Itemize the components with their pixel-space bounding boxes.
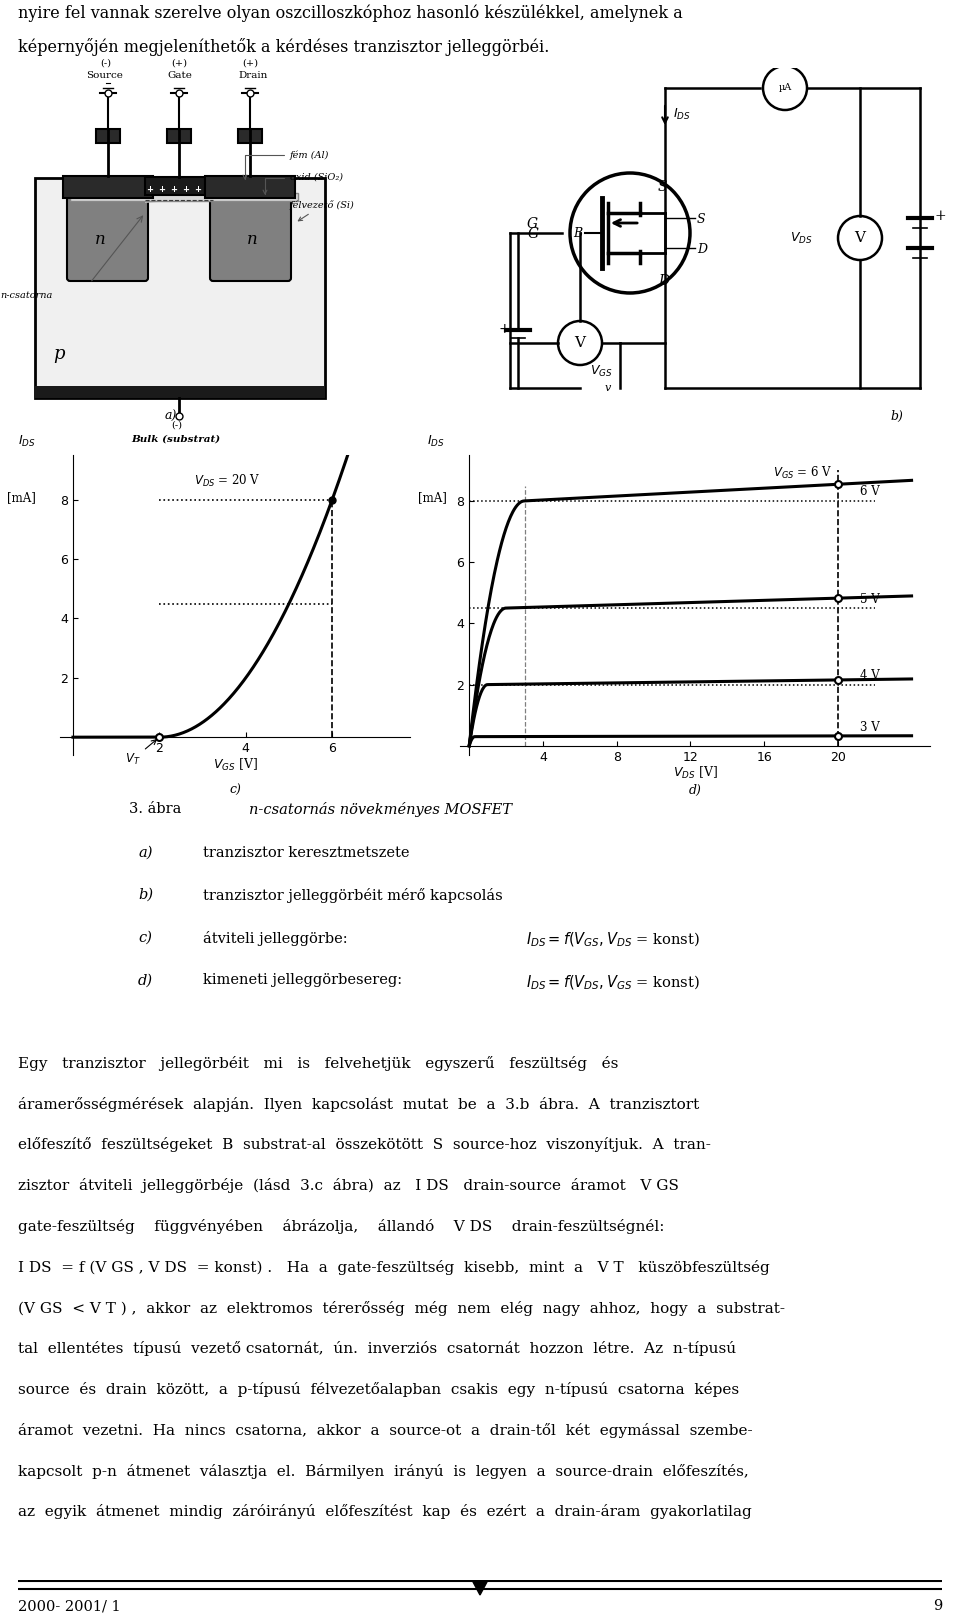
- Text: átviteli jelleggörbe:: átviteli jelleggörbe:: [203, 931, 348, 945]
- Text: $I_{DS}$: $I_{DS}$: [18, 435, 36, 449]
- Bar: [167, 129, 191, 142]
- Bar: [70, 192, 298, 200]
- Polygon shape: [472, 1580, 488, 1595]
- Bar: [238, 129, 262, 142]
- Text: D: D: [697, 242, 707, 255]
- Text: tranzisztor jelleggörbéit mérő kapcsolás: tranzisztor jelleggörbéit mérő kapcsolás: [203, 889, 502, 903]
- Text: Gate: Gate: [167, 71, 192, 81]
- Text: 3 V: 3 V: [860, 721, 879, 734]
- Text: +: +: [171, 186, 178, 194]
- Text: $V_{GS}$: $V_{GS}$: [590, 364, 612, 380]
- Text: Bulk (substrat): Bulk (substrat): [131, 435, 220, 444]
- Text: (V GS  < V T ) ,  akkor  az  elektromos  térerősség  még  nem  elég  nagy  ahhoz: (V GS < V T ) , akkor az elektromos tére…: [18, 1301, 785, 1315]
- FancyBboxPatch shape: [210, 196, 291, 281]
- Bar: [145, 178, 213, 196]
- Bar: [205, 176, 295, 199]
- Text: 5 V: 5 V: [860, 593, 879, 606]
- Text: B: B: [573, 226, 582, 241]
- Text: 6 V: 6 V: [860, 485, 879, 498]
- Polygon shape: [145, 192, 213, 204]
- Text: előfeszítő  feszültségeket  B  substrat-al  összekötött  S  source-hoz  viszonyí: előfeszítő feszültségeket B substrat-al …: [18, 1138, 710, 1152]
- Text: [mA]: [mA]: [418, 491, 446, 504]
- Text: (-): (-): [100, 60, 111, 68]
- Text: tranzisztor keresztmetszete: tranzisztor keresztmetszete: [203, 845, 409, 860]
- Text: d): d): [688, 784, 702, 797]
- Text: áramot  vezetni.  Ha  nincs  csatorna,  akkor  a  source-ot  a  drain-től  két  : áramot vezetni. Ha nincs csatorna, akkor…: [18, 1422, 753, 1438]
- X-axis label: $V_{GS}$ [V]: $V_{GS}$ [V]: [212, 756, 257, 772]
- Text: +: +: [934, 208, 946, 223]
- Text: (-): (-): [171, 422, 182, 430]
- Text: tal  ellentétes  típusú  vezető csatornát,  ún.  inverziós  csatornát  hozzon  l: tal ellentétes típusú vezető csatornát, …: [18, 1341, 736, 1356]
- Bar: [96, 129, 120, 142]
- Text: I DS  = f (V GS , V DS  = konst) .   Ha  a  gate-feszültség  kisebb,  mint  a   : I DS = f (V GS , V DS = konst) . Ha a ga…: [18, 1260, 770, 1275]
- Text: V: V: [854, 231, 866, 246]
- Text: 4 V: 4 V: [860, 669, 879, 682]
- Text: fém (Al): fém (Al): [243, 150, 329, 179]
- Text: a): a): [165, 410, 178, 423]
- Text: (+): (+): [242, 60, 258, 68]
- Text: n-csatorna: n-csatorna: [0, 291, 53, 301]
- Text: 9: 9: [933, 1598, 942, 1613]
- Text: c): c): [138, 931, 152, 945]
- Text: félvezető (Si): félvezető (Si): [290, 200, 355, 221]
- Text: 2000- 2001/ 1: 2000- 2001/ 1: [18, 1598, 121, 1613]
- Text: b): b): [138, 889, 154, 902]
- Text: Egy   tranzisztor   jellegörbéit   mi   is   felvehetjük   egyszerű   feszültség: Egy tranzisztor jellegörbéit mi is felve…: [18, 1055, 618, 1071]
- Text: V: V: [574, 336, 586, 351]
- Text: d): d): [138, 973, 154, 987]
- Text: gate-feszültség    függvényében    ábrázolja,    állandó    V DS    drain-feszül: gate-feszültség függvényében ábrázolja, …: [18, 1218, 664, 1235]
- Text: áramerősségmérések  alapján.  Ilyen  kapcsolást  mutat  be  a  3.b  ábra.  A  tr: áramerősségmérések alapján. Ilyen kapcso…: [18, 1097, 699, 1112]
- Text: +: +: [195, 186, 202, 194]
- Text: n-csatornás növekményes MOSFET: n-csatornás növekményes MOSFET: [249, 802, 512, 818]
- Text: source  és  drain  között,  a  p-típusú  félvezetőalapban  csakis  egy  n-típusú: source és drain között, a p-típusú félve…: [18, 1382, 739, 1398]
- Text: +: +: [158, 186, 165, 194]
- Text: $I_{DS} = f(V_{DS}, V_{GS}$ = konst): $I_{DS} = f(V_{DS}, V_{GS}$ = konst): [526, 973, 700, 992]
- Text: oxid (SiO₂): oxid (SiO₂): [263, 173, 343, 194]
- Text: (+): (+): [171, 60, 187, 68]
- Bar: [63, 176, 153, 199]
- Text: n: n: [95, 231, 106, 249]
- Text: képernyőjén megjeleníthetők a kérdéses tranzisztor jelleggörbéi.: képernyőjén megjeleníthetők a kérdéses t…: [18, 39, 549, 57]
- Text: n: n: [247, 231, 257, 249]
- Text: $V_{GS}$ = 6 V: $V_{GS}$ = 6 V: [774, 464, 832, 480]
- Text: kimeneti jelleggörbesereg:: kimeneti jelleggörbesereg:: [203, 973, 402, 987]
- Text: $V_{DS}$: $V_{DS}$: [790, 231, 812, 246]
- Text: D: D: [658, 275, 669, 288]
- Text: kapcsolt  p-n  átmenet  választja  el.  Bármilyen  irányú  is  legyen  a  source: kapcsolt p-n átmenet választja el. Bármi…: [18, 1464, 749, 1479]
- Text: c): c): [229, 784, 241, 797]
- Text: a): a): [138, 845, 153, 860]
- Text: $V_{DS}$ = 20 V: $V_{DS}$ = 20 V: [194, 473, 260, 488]
- Text: b): b): [890, 410, 902, 423]
- Text: µA: µA: [779, 84, 792, 92]
- Text: $V_T$: $V_T$: [125, 740, 156, 768]
- Text: v: v: [605, 383, 612, 393]
- Bar: [35, 386, 325, 398]
- Text: $I_{DS}$: $I_{DS}$: [427, 435, 444, 449]
- Text: az  egyik  átmenet  mindig  záróirányú  előfeszítést  kap  és  ezért  a  drain-á: az egyik átmenet mindig záróirányú előfe…: [18, 1504, 752, 1519]
- Bar: [35, 178, 325, 398]
- Text: $I_{DS}$: $I_{DS}$: [673, 107, 690, 123]
- Text: +: +: [182, 186, 189, 194]
- Text: [mA]: [mA]: [8, 491, 36, 504]
- Text: p: p: [53, 344, 64, 364]
- Text: $I_{DS} = f(V_{GS}, V_{DS}$ = konst): $I_{DS} = f(V_{GS}, V_{DS}$ = konst): [526, 931, 700, 949]
- Text: +: +: [498, 322, 510, 336]
- Text: S: S: [697, 213, 706, 226]
- Text: G: G: [527, 217, 539, 231]
- X-axis label: $V_{DS}$ [V]: $V_{DS}$ [V]: [673, 764, 717, 781]
- Text: Source: Source: [86, 71, 123, 81]
- Text: G: G: [528, 226, 540, 241]
- FancyBboxPatch shape: [67, 196, 148, 281]
- Text: zisztor  átviteli  jelleggörbéje  (lásd  3.c  ábra)  az   I DS   drain-source  á: zisztor átviteli jelleggörbéje (lásd 3.c…: [18, 1178, 679, 1193]
- Text: +: +: [147, 186, 154, 194]
- Text: nyire fel vannak szerelve olyan oszcilloszkóphoz hasonló készülékkel, amelynek a: nyire fel vannak szerelve olyan oszcillo…: [18, 5, 683, 23]
- Text: Drain: Drain: [238, 71, 268, 81]
- Text: S: S: [658, 179, 667, 194]
- Text: 3. ábra: 3. ábra: [129, 802, 181, 816]
